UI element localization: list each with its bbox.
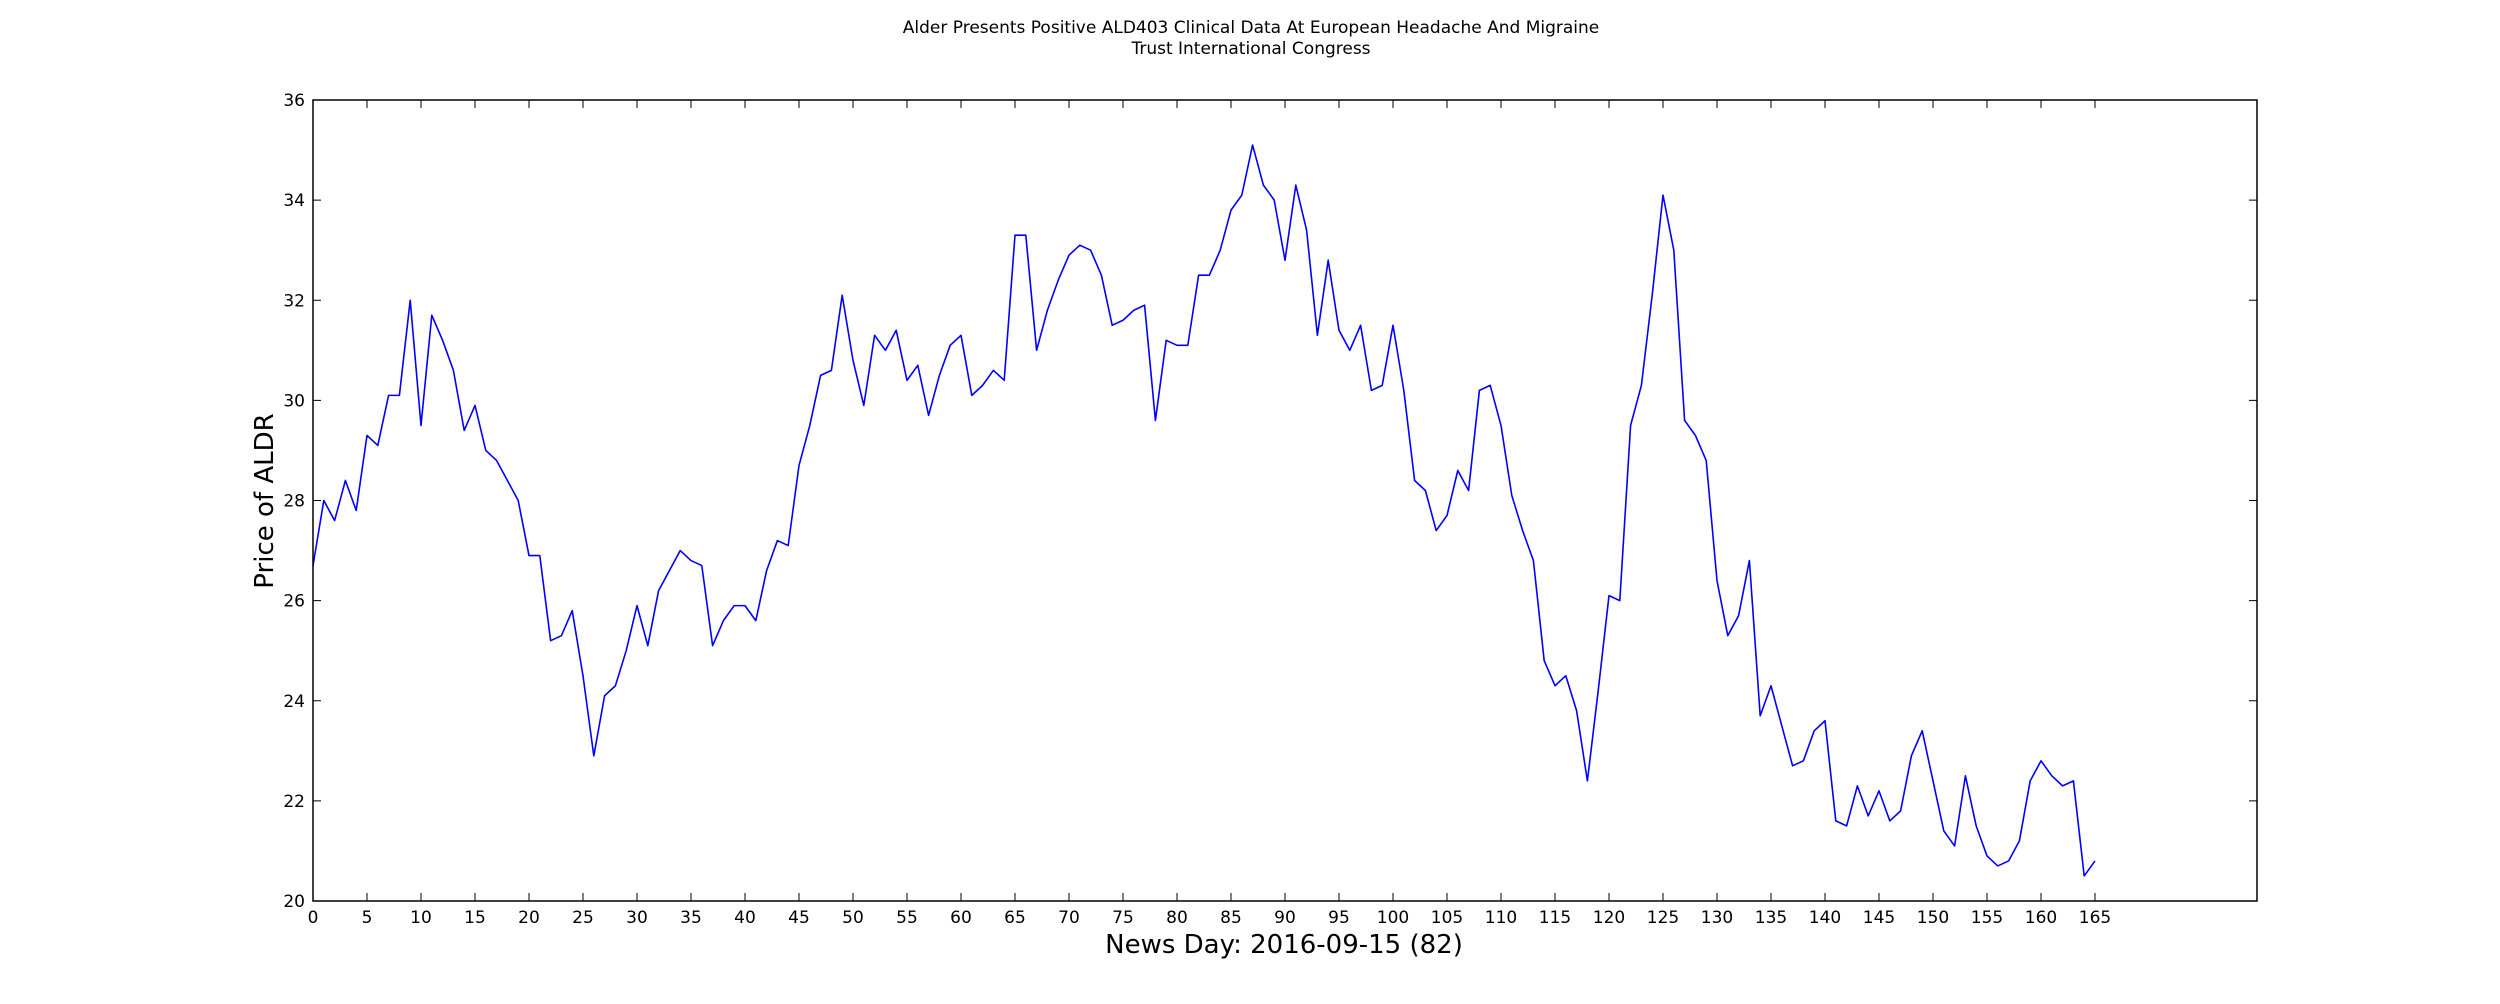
x-tick-label: 15 (464, 908, 486, 928)
y-tick-label: 34 (283, 191, 305, 211)
x-tick-label: 40 (734, 908, 756, 928)
y-tick-label: 26 (283, 592, 305, 612)
x-tick-label: 115 (1539, 908, 1571, 928)
y-axis-title: Price of ALDR (250, 413, 280, 588)
x-tick-label: 55 (896, 908, 918, 928)
x-tick-label: 80 (1166, 908, 1188, 928)
x-tick-label: 160 (2025, 908, 2057, 928)
x-tick-label: 35 (680, 908, 702, 928)
y-tick-label: 32 (283, 291, 305, 311)
x-tick-label: 150 (1917, 908, 1949, 928)
y-tick-label: 36 (283, 91, 305, 111)
x-tick-label: 155 (1971, 908, 2003, 928)
x-tick-label: 10 (410, 908, 432, 928)
price-series-line (312, 144, 2096, 877)
y-tick-label: 30 (283, 391, 305, 411)
x-tick-label: 0 (308, 908, 319, 928)
x-tick-label: 65 (1004, 908, 1026, 928)
x-tick-label: 90 (1274, 908, 1296, 928)
x-tick-label: 145 (1863, 908, 1895, 928)
x-tick-label: 30 (626, 908, 648, 928)
x-tick-label: 130 (1701, 908, 1733, 928)
x-tick-label: 45 (788, 908, 810, 928)
x-tick-label: 25 (572, 908, 594, 928)
x-tick-label: 70 (1058, 908, 1080, 928)
plot-area-frame (312, 99, 2258, 902)
chart-title-line-2: Trust International Congress (1130, 39, 1370, 59)
y-tick-label: 20 (283, 892, 305, 912)
x-tick-label: 85 (1220, 908, 1242, 928)
y-tick-label: 28 (283, 492, 305, 512)
x-tick-label: 105 (1431, 908, 1463, 928)
x-tick-label: 135 (1755, 908, 1787, 928)
chart-title-line-1: Alder Presents Positive ALD403 Clinical … (903, 18, 1600, 38)
axis-ticks: 0 5 10 15 20 25 30 35 40 45 50 55 60 65 70 75 80 85 90 95 10… (283, 91, 2257, 928)
x-tick-label: 20 (518, 908, 540, 928)
y-tick-label: 22 (283, 792, 305, 812)
y-tick-label: 24 (283, 692, 305, 712)
x-tick-label: 165 (2079, 908, 2111, 928)
x-tick-label: 95 (1328, 908, 1350, 928)
x-tick-label: 75 (1112, 908, 1134, 928)
x-tick-label: 125 (1647, 908, 1679, 928)
x-tick-label: 5 (362, 908, 373, 928)
x-tick-label: 100 (1377, 908, 1409, 928)
x-tick-label: 50 (842, 908, 864, 928)
x-tick-label: 60 (950, 908, 972, 928)
x-tick-label: 120 (1593, 908, 1625, 928)
x-tick-label: 140 (1809, 908, 1841, 928)
series-layer (312, 144, 2096, 877)
x-axis-title: News Day: 2016-09-15 (82) (1105, 930, 1463, 960)
x-tick-label: 110 (1485, 908, 1517, 928)
